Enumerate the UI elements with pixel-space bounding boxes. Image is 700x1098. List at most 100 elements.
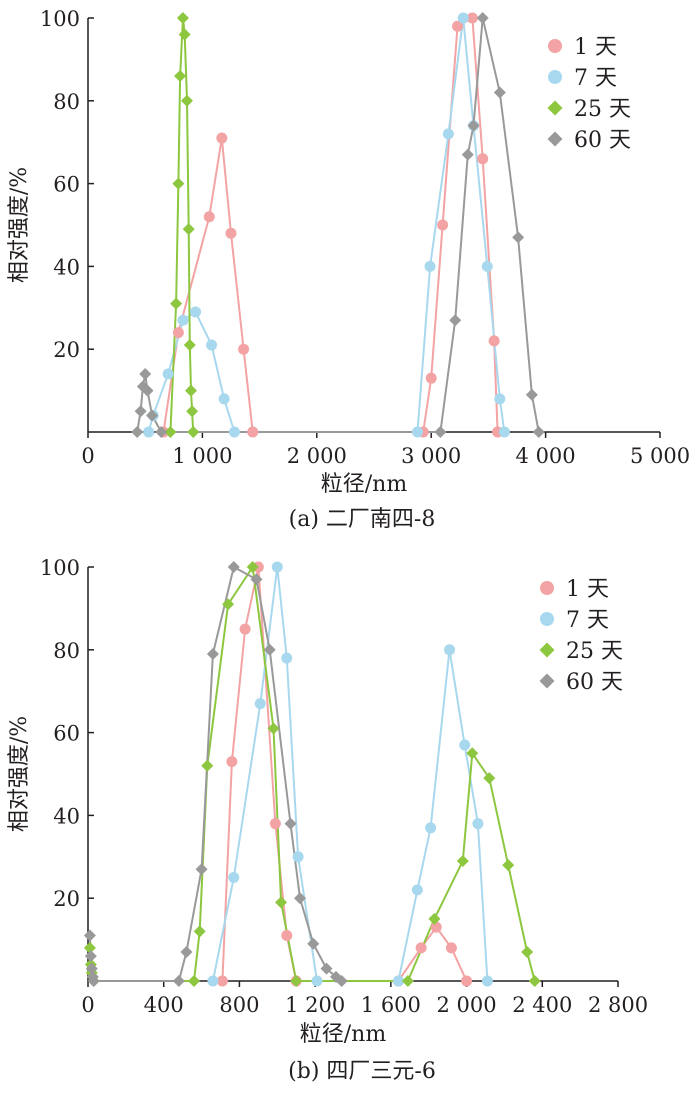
- legend-marker-3: [547, 100, 563, 116]
- data-point-series-3: [183, 339, 196, 352]
- legend-label-1: 1 天: [574, 35, 617, 60]
- data-point-series-4: [84, 950, 97, 963]
- data-point-series-3: [222, 598, 235, 611]
- series-line-3: [88, 564, 536, 982]
- data-point-series-3: [83, 941, 96, 954]
- data-point-series-1: [452, 20, 464, 32]
- y-tick-label: 100: [40, 7, 80, 31]
- data-point-series-4: [250, 573, 263, 586]
- series-line-4: [136, 17, 540, 433]
- data-point-series-4: [155, 426, 168, 438]
- data-point-series-3: [275, 896, 288, 909]
- series-line-2: [147, 17, 506, 433]
- data-point-series-2: [425, 822, 437, 834]
- data-point-series-2: [472, 818, 484, 830]
- data-point-series-1: [203, 211, 215, 223]
- data-point-series-4: [180, 946, 193, 959]
- data-point-series-4: [284, 817, 297, 830]
- data-point-series-2: [218, 393, 230, 405]
- data-point-series-4: [206, 647, 219, 660]
- legend-marker-1: [548, 39, 562, 53]
- data-point-series-4: [139, 368, 152, 381]
- data-point-series-2: [292, 851, 304, 863]
- data-point-series-4: [493, 86, 506, 99]
- data-point-series-2: [206, 339, 218, 351]
- figure-caption: (b) 四厂三元-6: [288, 1059, 436, 1084]
- legend-label-2: 7 天: [566, 608, 609, 633]
- data-point-series-3: [528, 975, 541, 987]
- legend-label-2: 7 天: [574, 66, 617, 91]
- data-point-series-1: [466, 12, 478, 24]
- data-point-series-3: [164, 426, 177, 438]
- data-point-series-4: [512, 231, 525, 244]
- legend-label-3: 25 天: [574, 97, 631, 122]
- y-tick-label: 40: [53, 804, 80, 828]
- data-point-series-3: [188, 975, 200, 987]
- x-axis-title: 粒径/nm: [300, 1022, 387, 1047]
- data-point-series-4: [525, 388, 538, 401]
- data-point-series-2: [311, 975, 323, 987]
- data-point-series-3: [290, 975, 303, 987]
- data-point-series-3: [502, 859, 515, 872]
- data-point-series-2: [190, 306, 202, 318]
- data-point-series-2: [281, 652, 293, 664]
- legend-marker-4: [539, 673, 555, 689]
- chart-panel-a: 0 1 000 2 000 3 000 4 000 5 000 20 40 60 80 100 粒径/…: [7, 7, 690, 532]
- data-point-series-2: [411, 426, 423, 438]
- data-point-series-4: [195, 863, 208, 876]
- data-point-series-3: [428, 912, 441, 925]
- data-point-series-4: [476, 12, 489, 24]
- data-point-series-4: [85, 962, 98, 975]
- data-point-series-4: [87, 975, 100, 987]
- legend-label-4: 60 天: [574, 128, 631, 153]
- x-tick-label: 0: [81, 444, 94, 468]
- data-point-series-2: [411, 884, 423, 896]
- data-point-series-4: [263, 643, 276, 656]
- y-axis-title: 相对强度/%: [7, 716, 32, 832]
- data-point-series-2: [498, 426, 510, 438]
- data-point-series-3: [466, 747, 479, 760]
- data-point-series-1: [247, 426, 259, 438]
- data-point-series-4: [141, 384, 154, 397]
- data-point-series-1: [225, 227, 237, 239]
- y-tick-label: 40: [53, 255, 80, 279]
- data-point-series-3: [193, 925, 206, 938]
- data-point-series-1: [445, 942, 457, 954]
- x-tick-label: 1 200: [285, 993, 345, 1017]
- data-point-series-3: [186, 405, 199, 418]
- data-point-series-1: [239, 623, 251, 635]
- series-line-4: [88, 565, 343, 982]
- data-point-series-1: [216, 975, 228, 987]
- data-point-series-2: [162, 368, 174, 380]
- data-point-series-1: [226, 756, 238, 768]
- data-point-series-2: [457, 12, 469, 24]
- data-point-series-3: [170, 297, 183, 310]
- data-point-series-2: [228, 426, 240, 438]
- data-point-series-2: [481, 975, 493, 987]
- data-point-series-3: [246, 561, 259, 573]
- data-point-series-1: [430, 921, 442, 933]
- x-tick-label: 2 000: [287, 444, 347, 468]
- data-point-series-2: [444, 644, 456, 656]
- data-point-series-3: [187, 426, 200, 438]
- data-point-series-1: [269, 818, 281, 830]
- data-point-series-3: [267, 722, 280, 735]
- x-tick-label: 2 400: [512, 993, 572, 1017]
- y-tick-label: 80: [53, 90, 80, 114]
- data-point-series-2: [494, 393, 506, 405]
- data-point-series-4: [532, 426, 545, 438]
- data-point-series-4: [227, 561, 240, 573]
- x-tick-label: 3 000: [401, 444, 461, 468]
- data-point-series-4: [307, 937, 320, 950]
- data-point-series-2: [228, 872, 240, 883]
- data-point-series-1: [488, 335, 500, 347]
- x-tick-label: 4 000: [516, 444, 576, 468]
- y-tick-label: 100: [40, 556, 80, 580]
- data-point-series-2: [207, 975, 219, 987]
- y-axis-title: 相对强度/%: [7, 167, 32, 283]
- data-point-series-1: [415, 942, 427, 954]
- x-tick-label: 1 000: [172, 444, 232, 468]
- data-point-series-3: [178, 28, 191, 41]
- data-point-series-4: [131, 426, 144, 438]
